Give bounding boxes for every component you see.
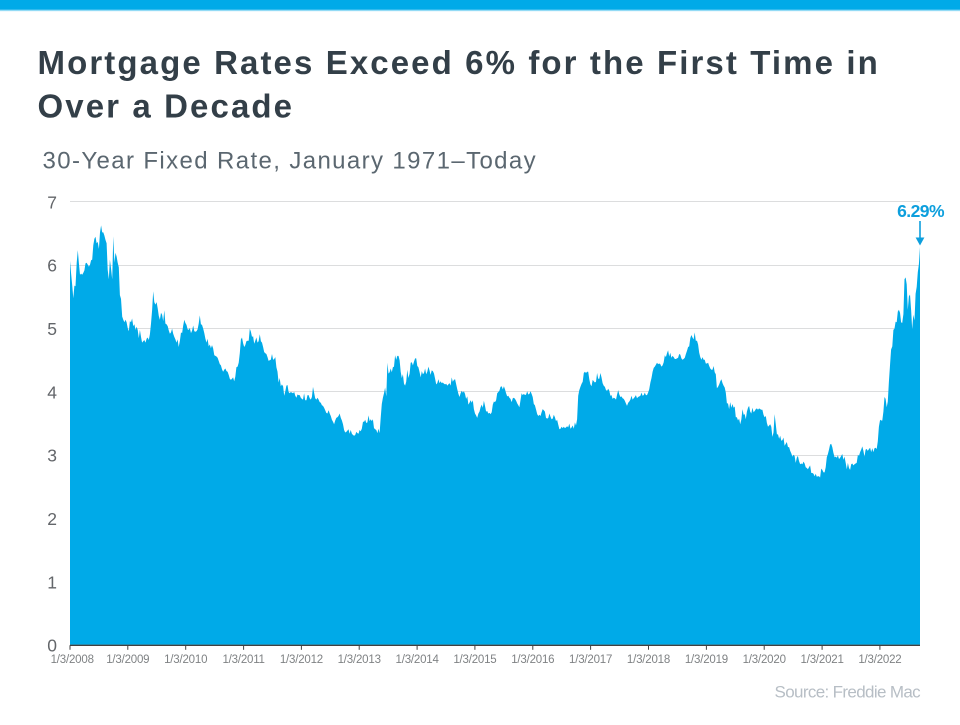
svg-text:1/3/2014: 1/3/2014 bbox=[396, 654, 440, 666]
svg-text:1/3/2015: 1/3/2015 bbox=[453, 654, 496, 666]
svg-text:1/3/2009: 1/3/2009 bbox=[106, 654, 149, 666]
svg-text:1/3/2012: 1/3/2012 bbox=[280, 654, 323, 666]
svg-text:1/3/2011: 1/3/2011 bbox=[222, 654, 264, 666]
svg-text:7: 7 bbox=[47, 192, 57, 212]
svg-text:30-Year Fixed Rate, January 19: 30-Year Fixed Rate, January 1971–Today bbox=[43, 147, 538, 174]
svg-text:Source: Freddie Mac: Source: Freddie Mac bbox=[775, 682, 922, 701]
svg-text:0: 0 bbox=[47, 636, 57, 656]
svg-text:2: 2 bbox=[47, 509, 57, 529]
svg-text:3: 3 bbox=[47, 446, 57, 466]
svg-text:1/3/2017: 1/3/2017 bbox=[569, 654, 612, 666]
svg-text:1/3/2013: 1/3/2013 bbox=[338, 654, 381, 666]
svg-text:6: 6 bbox=[47, 256, 57, 276]
svg-text:Mortgage Rates Exceed 6% for t: Mortgage Rates Exceed 6% for the First T… bbox=[38, 44, 880, 81]
svg-text:Over a Decade: Over a Decade bbox=[38, 88, 295, 125]
svg-text:6.29%: 6.29% bbox=[897, 201, 945, 221]
svg-text:1/3/2020: 1/3/2020 bbox=[743, 654, 786, 666]
svg-text:1/3/2019: 1/3/2019 bbox=[685, 654, 728, 666]
svg-text:1/3/2021: 1/3/2021 bbox=[801, 654, 844, 666]
svg-text:5: 5 bbox=[47, 319, 57, 339]
svg-text:4: 4 bbox=[47, 382, 57, 402]
svg-text:1: 1 bbox=[47, 572, 57, 592]
svg-text:1/3/2010: 1/3/2010 bbox=[164, 654, 207, 666]
svg-text:1/3/2016: 1/3/2016 bbox=[511, 654, 554, 666]
svg-text:1/3/2008: 1/3/2008 bbox=[51, 654, 94, 666]
svg-text:1/3/2018: 1/3/2018 bbox=[627, 654, 670, 666]
svg-text:1/3/2022: 1/3/2022 bbox=[858, 654, 901, 666]
